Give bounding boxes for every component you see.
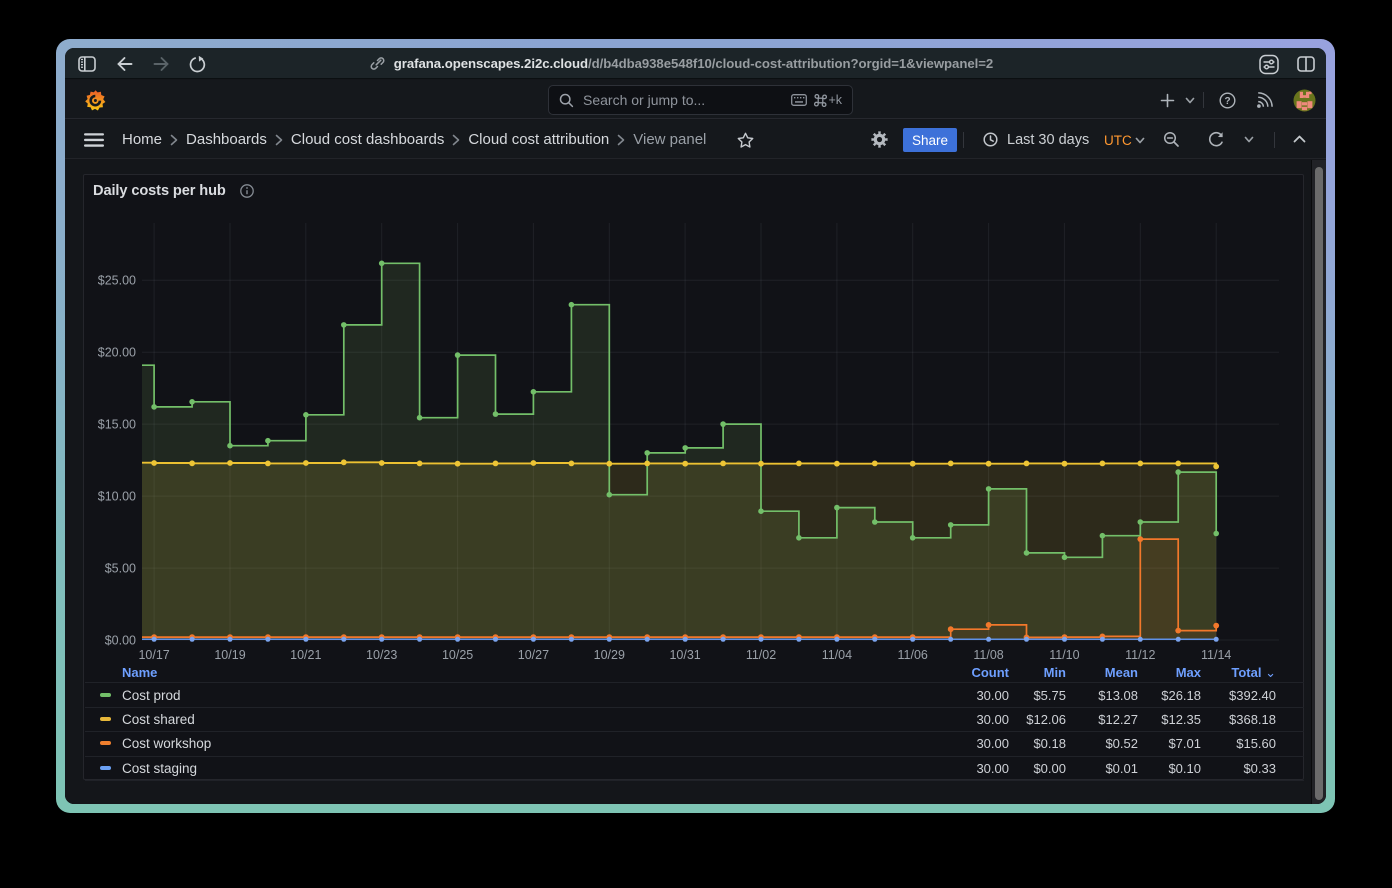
svg-text:$15.00: $15.00 <box>98 417 136 431</box>
svg-text:10/25: 10/25 <box>442 648 473 662</box>
svg-text:$20.00: $20.00 <box>98 346 136 360</box>
svg-text:?: ? <box>1224 96 1230 107</box>
svg-text:10/31: 10/31 <box>669 648 700 662</box>
svg-text:11/06: 11/06 <box>898 648 928 662</box>
svg-text:10/29: 10/29 <box>594 648 625 662</box>
svg-text:11/08: 11/08 <box>973 648 1003 662</box>
svg-text:$10.00: $10.00 <box>98 489 136 503</box>
svg-text:10/17: 10/17 <box>138 648 169 662</box>
svg-text:11/02: 11/02 <box>746 648 776 662</box>
svg-text:11/12: 11/12 <box>1125 648 1155 662</box>
svg-text:10/23: 10/23 <box>366 648 397 662</box>
svg-text:$25.00: $25.00 <box>98 274 136 288</box>
svg-text:11/04: 11/04 <box>822 648 852 662</box>
svg-text:$0.00: $0.00 <box>105 633 136 647</box>
svg-text:11/10: 11/10 <box>1049 648 1079 662</box>
svg-text:$5.00: $5.00 <box>105 561 136 575</box>
svg-text:11/14: 11/14 <box>1201 648 1231 662</box>
svg-text:10/19: 10/19 <box>214 648 245 662</box>
svg-text:10/27: 10/27 <box>518 648 549 662</box>
svg-text:10/21: 10/21 <box>290 648 321 662</box>
